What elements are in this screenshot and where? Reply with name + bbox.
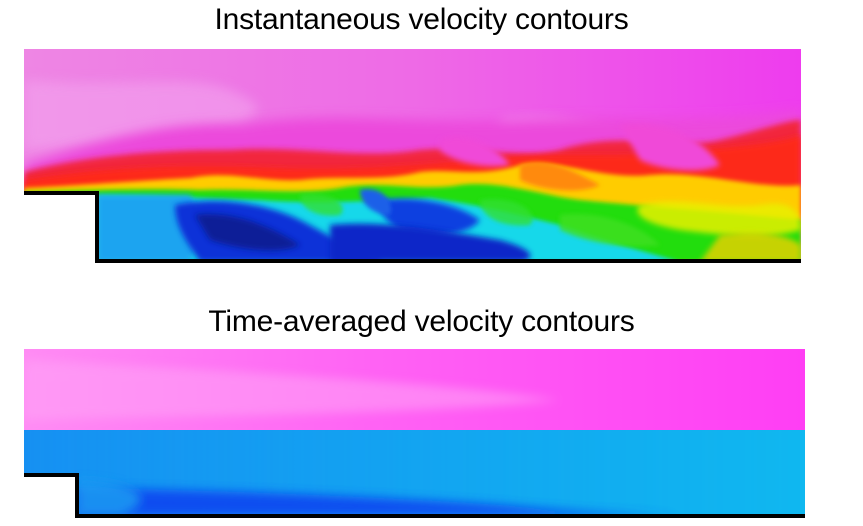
step-wall [24, 473, 805, 518]
panel-title-instantaneous: Instantaneous velocity contours [214, 3, 629, 36]
panel-title-time-averaged: Time-averaged velocity contours [208, 305, 635, 338]
time-averaged-contour-plot [0, 345, 863, 526]
instantaneous-contour-plot [0, 45, 863, 270]
step-wall [24, 191, 801, 263]
